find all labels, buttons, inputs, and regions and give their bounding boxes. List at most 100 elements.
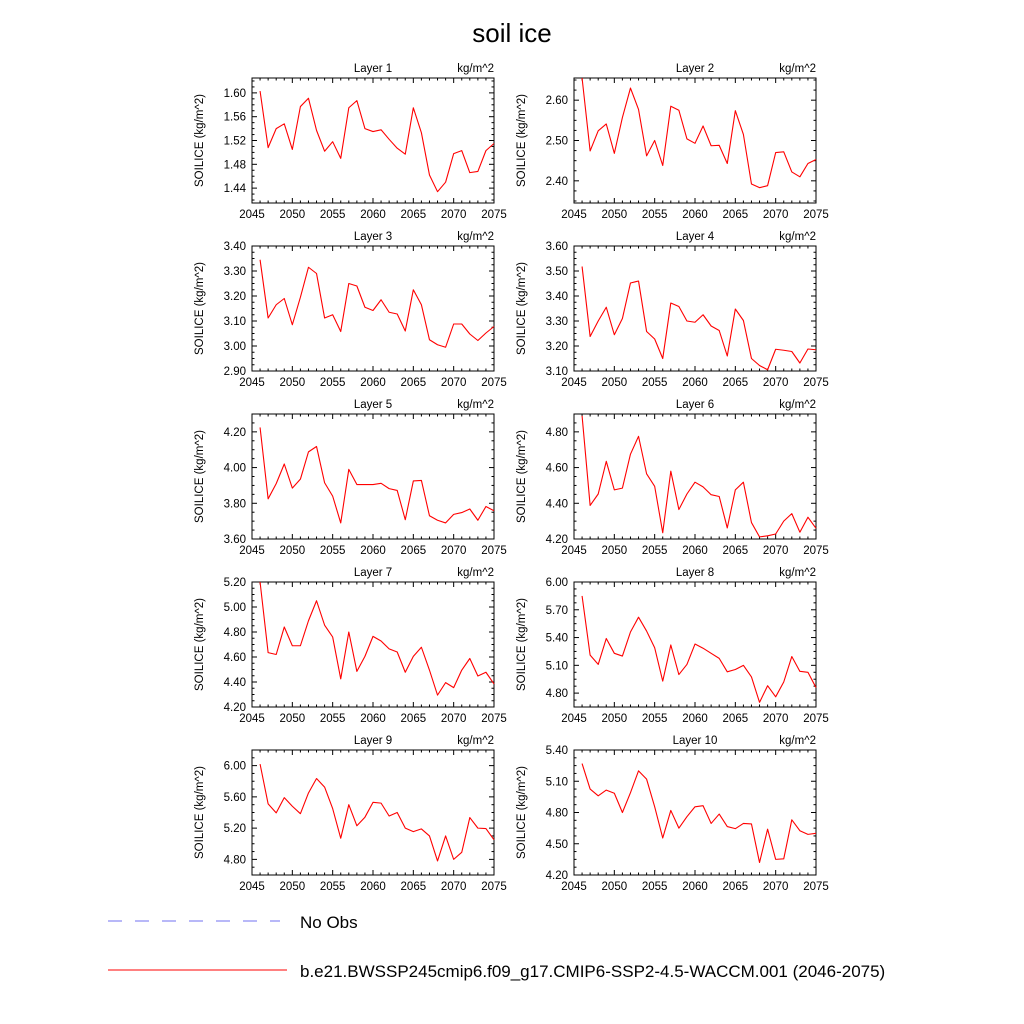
panel-layer-1: Layer 1 kg/m^2 SOILICE (kg/m^2) 2045 2050 205… bbox=[194, 63, 507, 221]
x-tick-label: 2050 bbox=[280, 881, 306, 893]
series-line bbox=[581, 595, 817, 703]
y-tick-label: 1.60 bbox=[224, 88, 246, 100]
x-tick-label: 2070 bbox=[763, 545, 789, 557]
x-tick-label: 2045 bbox=[561, 377, 587, 389]
x-tick-label: 2045 bbox=[239, 377, 265, 389]
panel-layer-7: Layer 7 kg/m^2 SOILICE (kg/m^2) 2045 2050 205… bbox=[194, 567, 507, 725]
y-tick-label: 2.40 bbox=[546, 176, 568, 188]
panel-layer-6: Layer 6 kg/m^2 SOILICE (kg/m^2) 2045 2050 205… bbox=[516, 399, 829, 557]
x-tick-label: 2070 bbox=[441, 545, 467, 557]
series-line bbox=[259, 91, 495, 193]
y-tick-label: 5.60 bbox=[224, 792, 246, 804]
x-tick-label: 2075 bbox=[803, 209, 829, 221]
x-tick-label: 2070 bbox=[763, 881, 789, 893]
panel-title: Layer 2 bbox=[676, 63, 714, 75]
panel-units: kg/m^2 bbox=[779, 63, 816, 75]
panel-title: Layer 6 bbox=[676, 399, 714, 411]
y-tick-label: 6.00 bbox=[224, 761, 246, 773]
x-tick-label: 2065 bbox=[401, 545, 427, 557]
panel-title: Layer 8 bbox=[676, 567, 714, 579]
y-tick-label: 3.20 bbox=[546, 341, 568, 353]
plot-frame bbox=[251, 245, 495, 372]
x-tick-label: 2075 bbox=[481, 545, 507, 557]
x-tick-label: 2075 bbox=[481, 881, 507, 893]
y-tick-label: 3.50 bbox=[546, 266, 568, 278]
y-tick-label: 2.90 bbox=[224, 366, 246, 378]
y-tick-label: 5.10 bbox=[546, 776, 568, 788]
legend: No Obs b.e21.BWSSP245cmip6.f09_g17.CMIP6-… bbox=[108, 913, 885, 981]
plot-frame bbox=[573, 245, 817, 372]
y-tick-label: 5.70 bbox=[546, 605, 568, 617]
panel-units: kg/m^2 bbox=[457, 567, 494, 579]
series-line bbox=[581, 266, 817, 371]
plot-frame bbox=[251, 77, 495, 204]
panel-layer-10: Layer 10 kg/m^2 SOILICE (kg/m^2) 2045 2050 20… bbox=[516, 735, 829, 893]
x-tick-label: 2075 bbox=[481, 209, 507, 221]
x-tick-label: 2050 bbox=[280, 377, 306, 389]
x-tick-label: 2075 bbox=[481, 377, 507, 389]
y-tick-label: 4.80 bbox=[546, 688, 568, 700]
plot-frame bbox=[573, 749, 817, 876]
x-tick-label: 2060 bbox=[682, 209, 708, 221]
x-tick-label: 2060 bbox=[360, 377, 386, 389]
x-tick-label: 2060 bbox=[360, 209, 386, 221]
y-tick-label: 5.20 bbox=[224, 823, 246, 835]
panel-units: kg/m^2 bbox=[457, 399, 494, 411]
series-line bbox=[259, 427, 495, 524]
y-tick-label: 5.40 bbox=[546, 633, 568, 645]
y-tick-label: 4.20 bbox=[546, 534, 568, 546]
y-axis-label: SOILICE (kg/m^2) bbox=[194, 430, 206, 523]
y-tick-label: 4.50 bbox=[546, 839, 568, 851]
x-tick-label: 2065 bbox=[401, 209, 427, 221]
panel-title: Layer 4 bbox=[676, 231, 715, 243]
x-tick-label: 2045 bbox=[561, 545, 587, 557]
x-tick-label: 2055 bbox=[642, 209, 668, 221]
y-tick-label: 1.44 bbox=[224, 183, 247, 195]
x-tick-label: 2060 bbox=[682, 713, 708, 725]
x-tick-label: 2050 bbox=[280, 713, 306, 725]
y-tick-label: 3.60 bbox=[224, 534, 246, 546]
y-tick-label: 6.00 bbox=[546, 577, 568, 589]
panel-title: Layer 10 bbox=[673, 735, 718, 747]
x-tick-label: 2065 bbox=[723, 545, 749, 557]
x-tick-label: 2070 bbox=[441, 713, 467, 725]
x-tick-label: 2065 bbox=[401, 713, 427, 725]
y-tick-label: 4.40 bbox=[224, 677, 246, 689]
series-line bbox=[581, 763, 817, 864]
x-tick-label: 2075 bbox=[803, 545, 829, 557]
series-line bbox=[259, 581, 495, 696]
x-tick-label: 2070 bbox=[441, 377, 467, 389]
x-tick-label: 2070 bbox=[763, 713, 789, 725]
y-tick-label: 2.50 bbox=[546, 136, 568, 148]
y-tick-label: 3.30 bbox=[224, 266, 246, 278]
x-tick-label: 2055 bbox=[320, 209, 346, 221]
x-tick-label: 2075 bbox=[803, 713, 829, 725]
series-line bbox=[259, 763, 495, 862]
y-tick-label: 1.56 bbox=[224, 112, 246, 124]
y-tick-label: 4.80 bbox=[224, 627, 246, 639]
x-tick-label: 2065 bbox=[723, 713, 749, 725]
y-tick-label: 4.60 bbox=[224, 652, 246, 664]
y-axis-label: SOILICE (kg/m^2) bbox=[194, 766, 206, 859]
x-tick-label: 2055 bbox=[642, 545, 668, 557]
panel-title: Layer 7 bbox=[354, 567, 392, 579]
y-tick-label: 5.20 bbox=[224, 577, 246, 589]
y-tick-label: 3.80 bbox=[224, 498, 246, 510]
x-tick-label: 2055 bbox=[642, 881, 668, 893]
x-tick-label: 2075 bbox=[803, 881, 829, 893]
legend-no-obs-label: No Obs bbox=[300, 913, 358, 932]
x-tick-label: 2045 bbox=[239, 713, 265, 725]
x-tick-label: 2045 bbox=[239, 209, 265, 221]
panel-units: kg/m^2 bbox=[779, 231, 816, 243]
x-tick-label: 2060 bbox=[682, 881, 708, 893]
plot-frame bbox=[251, 581, 495, 708]
y-axis-label: SOILICE (kg/m^2) bbox=[516, 430, 528, 523]
y-axis-label: SOILICE (kg/m^2) bbox=[516, 766, 528, 859]
panel-title: Layer 1 bbox=[354, 63, 392, 75]
y-axis-label: SOILICE (kg/m^2) bbox=[516, 94, 528, 187]
y-tick-label: 4.20 bbox=[224, 702, 246, 714]
x-tick-label: 2055 bbox=[320, 881, 346, 893]
x-tick-label: 2065 bbox=[723, 377, 749, 389]
x-tick-label: 2075 bbox=[803, 377, 829, 389]
x-tick-label: 2070 bbox=[763, 377, 789, 389]
